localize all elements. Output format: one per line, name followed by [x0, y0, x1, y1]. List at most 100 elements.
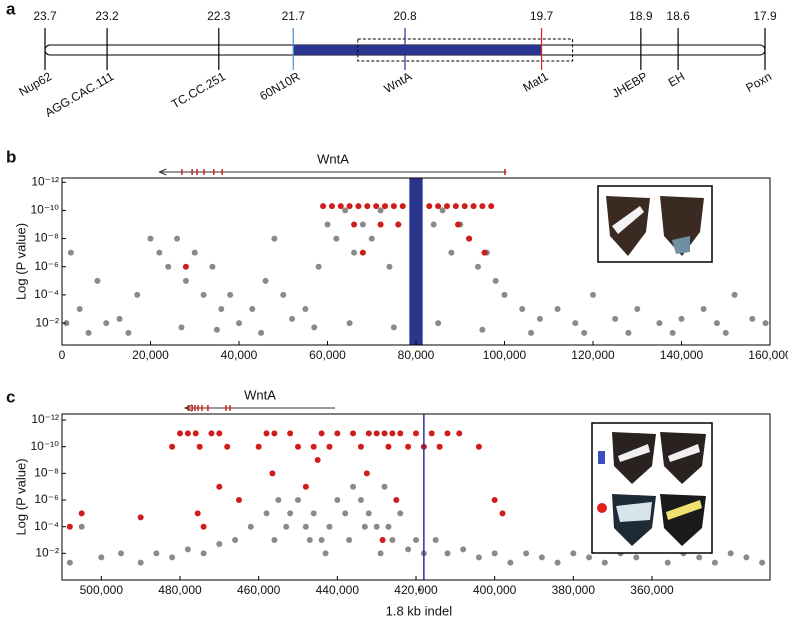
y-tick-label: 10⁻⁸: [34, 466, 59, 480]
marker-label: Poxn: [743, 69, 774, 95]
point: [258, 329, 265, 336]
x-tick-label: 60,000: [309, 348, 346, 362]
point: [762, 320, 769, 327]
point: [373, 430, 380, 437]
point: [389, 537, 396, 544]
point: [78, 510, 85, 517]
point: [601, 559, 608, 566]
x-tick-label: 120,000: [571, 348, 615, 362]
point: [491, 550, 498, 557]
point: [507, 559, 514, 566]
y-tick-label: 10⁻⁴: [34, 519, 59, 533]
x-tick-label: 460,000: [237, 583, 281, 597]
panel-letter: a: [6, 0, 16, 18]
point: [310, 443, 317, 450]
point: [302, 483, 309, 490]
gene-arrowhead: [158, 168, 167, 176]
position-label: 18.9: [629, 9, 653, 23]
point: [612, 315, 619, 322]
point: [249, 305, 256, 312]
point: [350, 483, 357, 490]
y-tick-label: 10⁻¹⁰: [31, 439, 60, 453]
point: [461, 203, 468, 210]
point: [192, 430, 199, 437]
point: [334, 497, 341, 504]
point: [216, 483, 223, 490]
point: [413, 430, 419, 437]
point: [310, 510, 317, 517]
point: [174, 235, 181, 242]
point: [334, 430, 341, 437]
point: [393, 497, 400, 504]
point: [342, 207, 349, 214]
point: [182, 277, 189, 284]
point: [194, 510, 201, 517]
point: [363, 470, 370, 477]
y-tick-label: 10⁻¹²: [31, 174, 59, 188]
point: [633, 554, 640, 561]
point: [224, 443, 231, 450]
point: [481, 249, 488, 256]
marker-label: JHEBP: [609, 69, 650, 100]
point: [365, 430, 372, 437]
point: [85, 329, 92, 336]
point: [479, 326, 486, 333]
point: [78, 523, 85, 530]
x-tick-label: 100,000: [483, 348, 527, 362]
point: [432, 537, 439, 544]
interval: [293, 45, 542, 55]
point: [528, 329, 535, 336]
point: [213, 326, 220, 333]
point: [475, 443, 482, 450]
point: [103, 320, 110, 327]
point: [475, 554, 482, 561]
point: [727, 550, 734, 557]
point: [271, 430, 278, 437]
y-tick-label: 10⁻¹²: [31, 412, 59, 426]
point: [749, 315, 756, 322]
point: [342, 510, 349, 517]
point: [373, 203, 380, 210]
point: [295, 497, 301, 504]
point: [283, 523, 290, 530]
point: [722, 329, 729, 336]
point: [191, 249, 198, 256]
point: [711, 559, 718, 566]
point: [501, 291, 508, 298]
point: [634, 305, 641, 312]
point: [426, 203, 433, 210]
point: [488, 203, 495, 210]
position-label: 18.6: [666, 9, 690, 23]
point: [731, 291, 738, 298]
gene-label: WntA: [317, 151, 349, 166]
point: [759, 559, 766, 566]
point: [216, 430, 223, 437]
point: [94, 277, 101, 284]
point: [590, 291, 596, 298]
point: [405, 546, 412, 553]
point: [474, 263, 481, 270]
point: [390, 324, 397, 331]
point: [208, 430, 215, 437]
point: [328, 203, 335, 210]
point: [326, 443, 333, 450]
point: [125, 329, 132, 336]
inset-photo: [597, 185, 713, 263]
y-tick-label: 10⁻⁶: [34, 259, 59, 273]
point: [381, 430, 388, 437]
marker-label: EH: [666, 69, 687, 89]
point: [287, 430, 294, 437]
point: [295, 443, 301, 450]
point: [386, 263, 393, 270]
point: [351, 249, 358, 256]
point: [63, 320, 70, 327]
position-label: 19.7: [530, 9, 554, 23]
position-label: 23.7: [33, 9, 57, 23]
point: [137, 514, 144, 521]
point: [397, 430, 404, 437]
x-tick-label: 40,000: [221, 348, 258, 362]
x-tick-label: 360,000: [630, 583, 674, 597]
y-tick-label: 10⁻²: [35, 546, 59, 560]
point: [177, 430, 183, 437]
